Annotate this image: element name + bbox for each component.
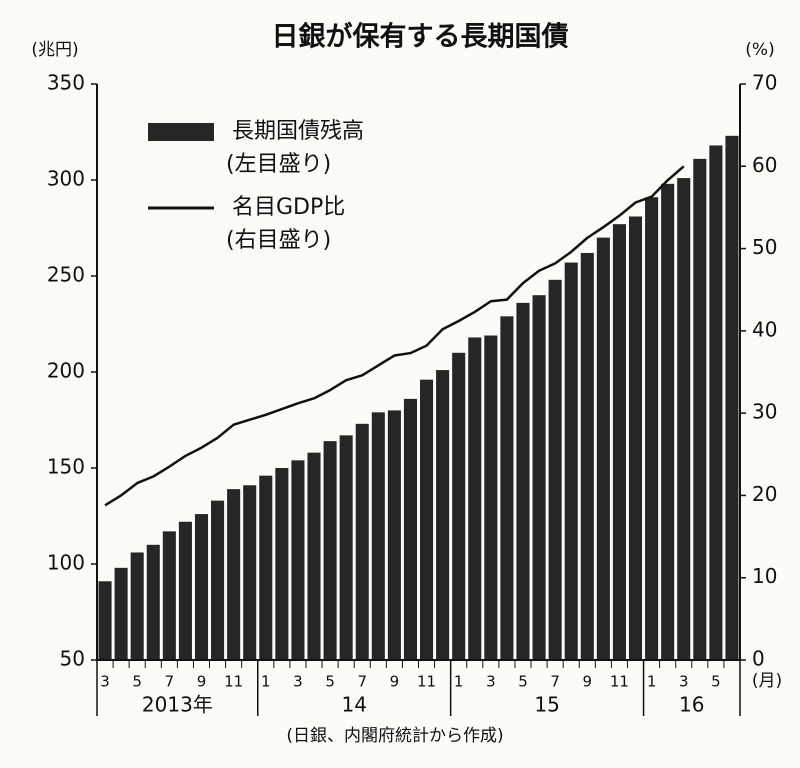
y2-tick-label: 0 bbox=[752, 647, 765, 671]
y-tick-label: 250 bbox=[47, 263, 85, 287]
bar bbox=[194, 514, 209, 660]
y2-tick-label: 30 bbox=[752, 400, 777, 424]
bar bbox=[580, 252, 594, 660]
y-tick-label: 350 bbox=[47, 71, 85, 95]
bar bbox=[532, 295, 546, 660]
bar bbox=[243, 485, 257, 660]
line bbox=[104, 165, 685, 507]
bar bbox=[677, 178, 691, 660]
year-label: 16 bbox=[679, 693, 704, 717]
y2-tick-label: 20 bbox=[752, 482, 777, 506]
x-tick-label: 1 bbox=[647, 673, 657, 691]
x-unit: (月) bbox=[752, 671, 782, 691]
bar bbox=[709, 145, 723, 660]
bar bbox=[355, 423, 369, 660]
bar bbox=[548, 279, 562, 660]
x-tick-label: 5 bbox=[518, 673, 528, 691]
y-tick-label: 50 bbox=[60, 647, 85, 671]
legend-label: 長期国債残高 bbox=[232, 119, 364, 144]
bar bbox=[130, 552, 144, 660]
bar bbox=[178, 521, 192, 660]
bar bbox=[516, 302, 530, 660]
legend-label: 名目GDP比 bbox=[232, 195, 345, 220]
bar bbox=[259, 475, 273, 660]
y2-tick-label: 60 bbox=[752, 153, 777, 177]
bar bbox=[693, 158, 707, 660]
x-tick-label: 11 bbox=[610, 673, 629, 691]
x-tick-label: 5 bbox=[711, 673, 721, 691]
y-tick-label: 300 bbox=[47, 167, 85, 191]
y-tick-label: 100 bbox=[47, 551, 85, 575]
x-tick-label: 9 bbox=[197, 673, 207, 691]
x-tick-label: 9 bbox=[583, 673, 593, 691]
bar bbox=[661, 183, 675, 660]
year-label: 14 bbox=[341, 693, 366, 717]
legend-note: (右目盛り) bbox=[226, 228, 331, 253]
bar bbox=[275, 468, 289, 660]
y2-tick-label: 10 bbox=[752, 564, 777, 588]
y2-tick-label: 70 bbox=[752, 71, 777, 95]
x-tick-label: 7 bbox=[357, 673, 367, 691]
x-tick-label: 3 bbox=[679, 673, 689, 691]
x-tick-label: 3 bbox=[486, 673, 496, 691]
x-tick-label: 11 bbox=[417, 673, 436, 691]
x-tick-label: 11 bbox=[224, 673, 243, 691]
bar bbox=[725, 135, 739, 661]
bar bbox=[564, 262, 578, 660]
bar bbox=[323, 441, 337, 660]
y2-tick-label: 50 bbox=[752, 235, 777, 259]
y-tick-label: 150 bbox=[47, 455, 85, 479]
y2-unit: (%) bbox=[745, 40, 774, 60]
bar bbox=[420, 379, 434, 660]
bar bbox=[146, 544, 160, 660]
year-label: 15 bbox=[534, 693, 559, 717]
y-tick-label: 200 bbox=[47, 359, 85, 383]
chart-title: 日銀が保有する長期国債 bbox=[272, 21, 569, 53]
x-tick-label: 7 bbox=[550, 673, 560, 691]
year-label: 2013年 bbox=[142, 693, 213, 717]
x-tick-label: 3 bbox=[100, 673, 110, 691]
bar bbox=[484, 335, 498, 660]
bar bbox=[211, 500, 225, 660]
bar bbox=[452, 352, 466, 660]
legend-note: (左目盛り) bbox=[226, 152, 331, 177]
bar bbox=[468, 337, 482, 660]
y-unit: (兆円) bbox=[31, 40, 78, 60]
legend-swatch-bar bbox=[148, 123, 214, 141]
bar bbox=[628, 216, 643, 661]
bar bbox=[339, 435, 353, 660]
bar bbox=[403, 398, 417, 660]
x-tick-label: 5 bbox=[132, 673, 142, 691]
source-note: (日銀、内閣府統計から作成) bbox=[286, 726, 503, 746]
bar bbox=[291, 460, 305, 660]
bar bbox=[645, 197, 659, 660]
bar bbox=[162, 531, 176, 660]
x-tick-label: 1 bbox=[454, 673, 464, 691]
bar bbox=[371, 412, 385, 660]
bar bbox=[114, 567, 128, 660]
bar bbox=[436, 370, 450, 660]
bar bbox=[227, 489, 241, 660]
x-tick-label: 3 bbox=[293, 673, 303, 691]
y2-tick-label: 40 bbox=[752, 317, 777, 341]
bar bbox=[596, 237, 610, 660]
x-tick-label: 1 bbox=[261, 673, 271, 691]
x-tick-label: 5 bbox=[325, 673, 335, 691]
bar bbox=[500, 316, 514, 660]
bar bbox=[387, 410, 401, 660]
x-tick-label: 7 bbox=[165, 673, 175, 691]
bar bbox=[307, 452, 321, 660]
bar bbox=[98, 581, 112, 660]
bar bbox=[612, 224, 626, 660]
x-tick-label: 9 bbox=[390, 673, 400, 691]
